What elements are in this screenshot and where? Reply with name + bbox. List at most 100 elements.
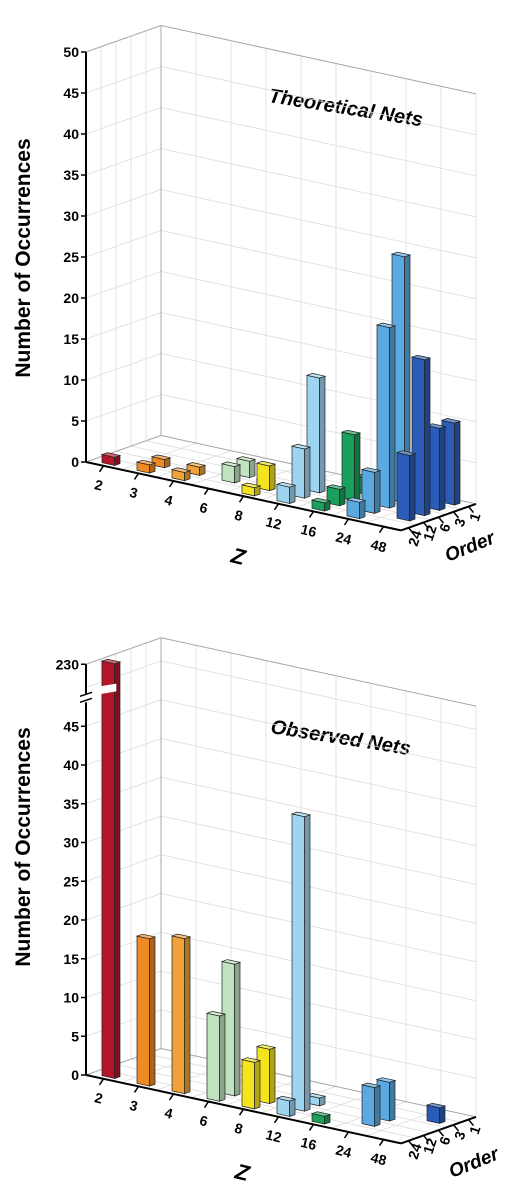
z-tick-label: 4 — [163, 491, 175, 508]
back-wall-gridline — [160, 107, 477, 177]
chart1-title: Theoretical Nets — [267, 85, 424, 131]
bar-side-face — [354, 432, 361, 501]
bar-side-face — [389, 325, 396, 509]
z-tick-mark — [133, 472, 140, 480]
bar-z16-order24 — [310, 1111, 332, 1125]
z-tick-label: 48 — [369, 1149, 388, 1168]
bar-side-face — [439, 426, 446, 511]
y-tick-label: 35 — [63, 796, 79, 812]
bar-side-face — [319, 375, 326, 494]
bar-z2-order24 — [100, 452, 122, 466]
order-tick-mark — [422, 1134, 430, 1142]
bar-break-gap — [100, 683, 117, 695]
bar-z24-order24 — [345, 497, 367, 520]
bar-top-face — [290, 443, 312, 450]
y-tick-label: 20 — [63, 912, 79, 928]
back-wall-gridline — [160, 970, 477, 1040]
frame-edge — [85, 435, 162, 463]
bar-top-face — [345, 497, 367, 503]
bar-top-face — [170, 467, 192, 473]
bar-side-face — [269, 463, 276, 492]
bar-top-face — [150, 454, 172, 460]
bar-side-face — [389, 1079, 396, 1122]
left-wall-gridline — [85, 353, 162, 381]
y-tick-label: 50 — [63, 44, 79, 60]
bar-z24-order6 — [375, 322, 397, 509]
order-tick-mark — [407, 527, 415, 535]
left-wall-gridline — [85, 660, 162, 688]
bar-top-face — [240, 482, 262, 489]
bar-top-face — [360, 1082, 382, 1088]
order-tick-label: 1 — [466, 511, 484, 524]
bar-front-face — [171, 935, 185, 1095]
y-tick-label: 40 — [63, 757, 79, 773]
z-tick-label: 16 — [299, 1134, 318, 1153]
bar-top-face — [375, 322, 397, 329]
z-tick-label: 6 — [198, 1112, 210, 1129]
bar-top-face — [290, 811, 312, 818]
y-tick-label: 25 — [63, 249, 79, 265]
frame-edge — [85, 637, 162, 665]
bar-front-face — [101, 660, 115, 1079]
bar-top-face — [235, 456, 257, 462]
z-tick-mark — [203, 1101, 210, 1109]
y-tick-label: 40 — [63, 126, 79, 142]
y-tick-label: 15 — [63, 951, 79, 967]
bar-z6-order12 — [220, 461, 242, 484]
bar-side-face — [439, 1105, 446, 1124]
bar-z8-order12 — [255, 460, 277, 492]
z-tick-label: 48 — [369, 536, 388, 555]
bar-top-face — [185, 462, 207, 468]
y-tick-label: 15 — [63, 331, 79, 347]
bar-front-face — [241, 1059, 255, 1110]
bar-front-face — [426, 1104, 440, 1124]
bar-side-face — [254, 1060, 261, 1110]
chart1-z-axis-label: Z — [228, 542, 250, 570]
y-tick-label: 45 — [63, 85, 79, 101]
left-wall-gridline — [85, 854, 162, 882]
z-tick-label: 4 — [163, 1104, 175, 1121]
left-wall-gridline — [85, 394, 162, 422]
back-wall-gridline — [160, 931, 477, 1002]
back-wall-gridline — [160, 66, 477, 136]
order-tick-mark — [437, 1129, 445, 1137]
order-tick-label: 24 — [405, 1141, 425, 1161]
chart1-y-axis-label: Number of Occurrences — [12, 138, 35, 377]
order-tick-label: 12 — [420, 523, 440, 543]
bar-top-face — [325, 484, 347, 490]
bar-side-face — [289, 484, 296, 504]
bar-top-face — [240, 1057, 262, 1063]
z-tick-label: 16 — [299, 521, 318, 540]
bar-top-face — [100, 658, 122, 665]
chart2-order-axis-label: Order — [446, 1143, 503, 1182]
bar-top-face — [360, 467, 382, 473]
y-tick-label: 30 — [63, 208, 79, 224]
left-wall-gridline — [85, 271, 162, 299]
left-wall-gridline — [85, 66, 162, 94]
bar-top-face — [275, 1095, 297, 1102]
order-tick-mark — [437, 516, 445, 524]
z-tick-label: 12 — [264, 513, 283, 532]
z-tick-label: 24 — [334, 1142, 353, 1161]
bar-top-face — [390, 251, 412, 258]
left-wall-gridline — [85, 815, 162, 843]
back-wall-gridline — [160, 189, 477, 259]
bar-z16-order24 — [310, 497, 332, 512]
y-tick-label: 10 — [63, 372, 79, 388]
back-wall-gridline — [160, 660, 477, 730]
back-wall-gridline — [160, 148, 477, 218]
order-tick-mark — [407, 1140, 415, 1148]
z-tick-label: 3 — [128, 484, 140, 501]
z-tick-mark — [273, 503, 280, 511]
y-tick-label: 35 — [63, 167, 79, 183]
z-tick-label: 6 — [198, 499, 210, 516]
y-tick-label: 5 — [71, 413, 79, 429]
bar-z48-order3 — [425, 1102, 447, 1124]
frame-edge — [160, 637, 477, 707]
y-tick-label: 30 — [63, 835, 79, 851]
bar-z12-order24 — [275, 1095, 297, 1117]
z-tick-label: 8 — [233, 1120, 245, 1137]
bar-front-face — [361, 1084, 375, 1127]
y-axis-break-mark — [79, 691, 93, 698]
